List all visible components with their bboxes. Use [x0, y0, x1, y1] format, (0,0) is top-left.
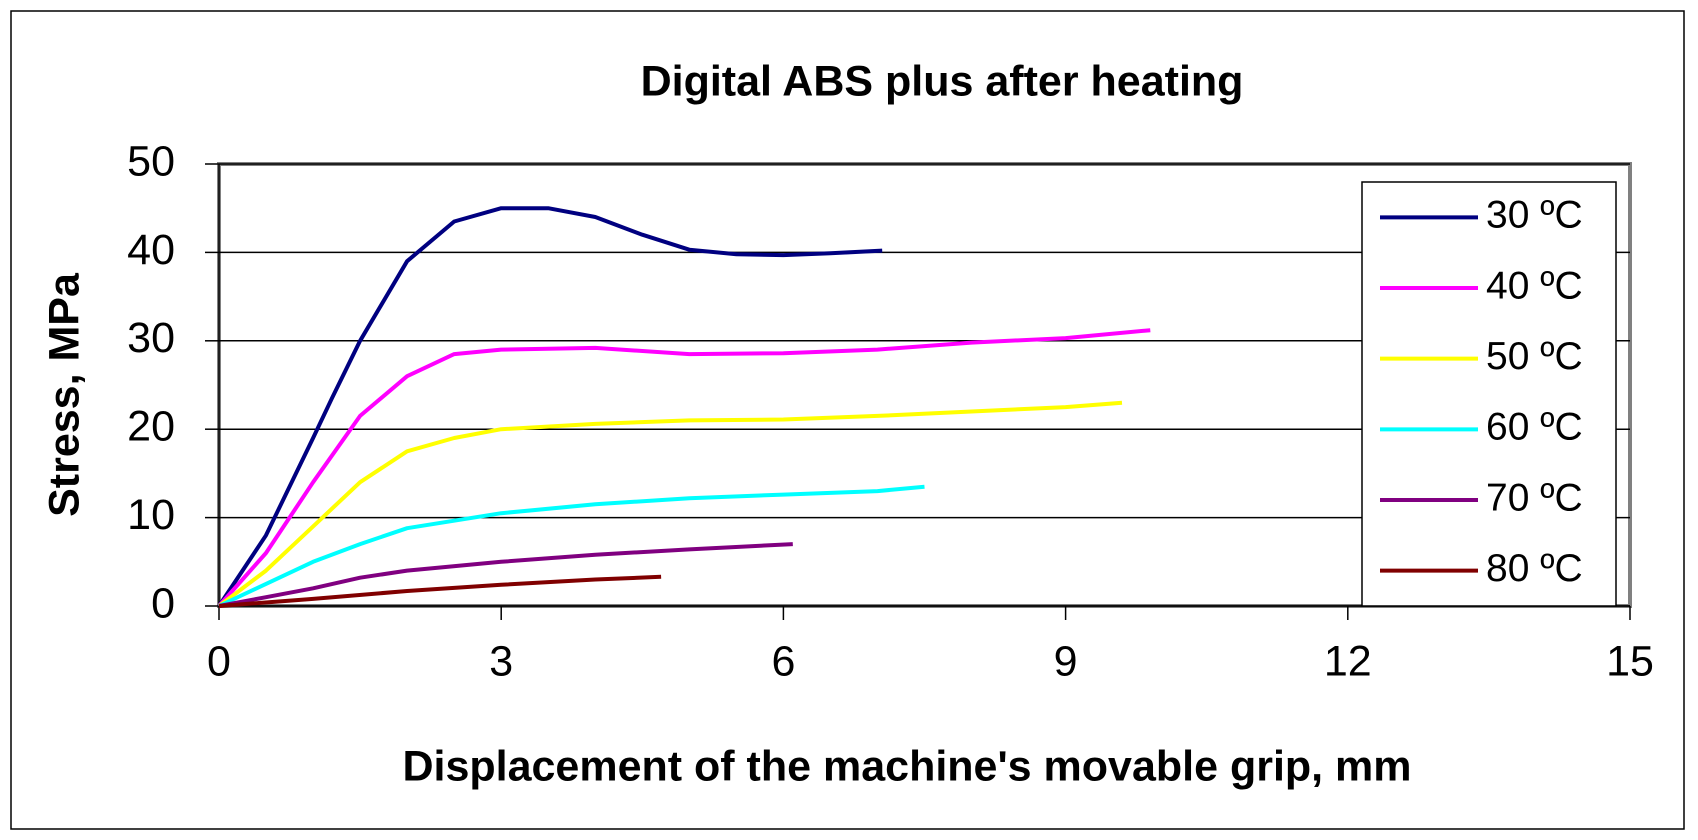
x-tick-label: 9 — [1054, 637, 1078, 685]
series-line — [217, 328, 1151, 608]
chart-title: Digital ABS plus after heating — [641, 57, 1244, 105]
series-line — [217, 206, 883, 608]
y-tick-label: 10 — [127, 491, 175, 539]
legend-label: 30 ºC — [1486, 194, 1583, 237]
x-tick-label: 12 — [1324, 637, 1372, 685]
legend-label: 40 ºC — [1486, 264, 1583, 307]
x-tick-label: 0 — [207, 637, 231, 685]
legend-box — [1361, 181, 1617, 607]
series-line — [218, 574, 662, 608]
y-tick-label: 20 — [127, 403, 175, 451]
y-tick-label: 0 — [151, 579, 175, 627]
series-line — [218, 542, 793, 608]
legend-label: 50 ºC — [1486, 335, 1583, 378]
y-tick-label: 30 — [127, 314, 175, 362]
legend-label: 80 ºC — [1486, 547, 1583, 590]
y-tick-label: 40 — [127, 226, 175, 274]
y-axis-label: Stress, MPa — [40, 272, 88, 517]
x-tick-label: 3 — [489, 637, 513, 685]
series-line — [217, 400, 1123, 608]
x-axis-label: Displacement of the machine's movable gr… — [402, 742, 1411, 790]
series-line — [218, 484, 925, 608]
legend-label: 60 ºC — [1486, 406, 1583, 449]
x-tick-label: 15 — [1606, 637, 1654, 685]
x-tick-label: 6 — [771, 637, 795, 685]
y-tick-label: 50 — [127, 137, 175, 185]
legend-label: 70 ºC — [1486, 476, 1583, 519]
